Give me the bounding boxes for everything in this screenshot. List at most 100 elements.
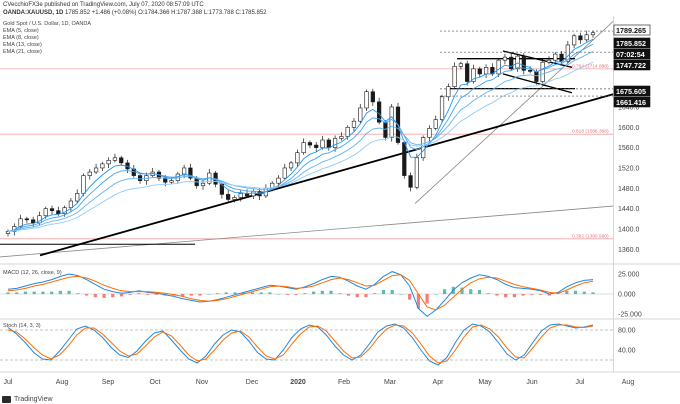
tradingview-footer: TradingView [2,396,53,403]
macd-histogram-bar [399,294,403,295]
candle-body [182,167,187,175]
candle-body [502,56,508,61]
candle-body [56,210,61,215]
fib-level-label: 0.764 (1714.888) [572,63,609,69]
macd-histogram-bar [84,294,89,296]
macd-histogram-bar [41,291,45,294]
candle-body [232,197,237,200]
macd-histogram-bar [425,294,429,304]
rising-channel-line [414,21,614,204]
wedge-lower-line [502,73,573,94]
candle-body [49,208,55,211]
macd-histogram-bar [329,290,333,294]
price-label-text: 1747.722 [616,61,646,70]
candle-body [282,167,287,179]
candle-body [295,152,300,164]
ema-13-line [7,50,594,232]
x-tick-label: Aug [622,379,635,386]
macd-legend: MACD (12, 26, close, 9) [3,270,62,276]
candle-body [100,163,105,169]
macd-histogram-bar [32,291,36,294]
ema-13-label: EMA (13, close) [3,42,42,48]
fib-level-label: 0.618 (1586.368) [572,129,609,135]
x-tick-label: 2020 [290,379,306,386]
candle-body [75,193,80,202]
x-tick-label: Jun [526,379,537,386]
symbol: OANDA:XAUUSD, 1D [3,10,64,16]
candle-body [320,139,325,148]
candle-body [226,194,231,200]
x-tick-label: Jul [4,379,13,386]
macd-histogram-bar [469,289,473,294]
macd-histogram-bar [76,293,80,294]
candle-body [339,136,344,139]
stoch-d-line [7,324,594,364]
long-term-trendline [39,93,614,257]
price-tick-label: 1520.0 [618,165,640,172]
macd-histogram-bar [146,294,150,295]
macd-histogram-bar [102,294,106,298]
price-label-box [613,59,651,71]
macd-histogram-bar [242,292,246,294]
price-label-text: 1789.265 [616,26,646,35]
macd-histogram-bar [381,290,386,294]
candle-body [540,61,545,82]
candle-body [137,175,143,181]
price-tick-label: 1560.0 [618,145,640,152]
macd-signal-line [7,274,594,311]
macd-histogram-bar [408,294,412,300]
candle-body [427,128,432,138]
candle-body [465,63,470,82]
candle-body [483,67,489,75]
macd-histogram-bar [539,294,543,295]
candle-body [24,218,29,221]
candle-body [515,55,520,70]
macd-histogram-bar [311,291,316,294]
candle-body [370,91,375,103]
macd-histogram-bar [93,294,97,298]
macd-histogram-bar [128,294,132,295]
candle-body [43,208,48,217]
price-tick-label: 1480.0 [618,186,640,193]
ohlc-values: 1785.852 +1.486 (+0.08%) O:1784.366 H:17… [65,10,267,16]
candle-body [31,219,36,224]
ema-5-line [7,38,594,232]
macd-histogram-bar [224,292,228,294]
candle-body [408,175,413,188]
macd-histogram-bar [521,294,525,296]
candle-body [402,142,407,176]
stoch-k-line [7,323,594,366]
macd-histogram-bar [442,289,447,294]
candle-body [288,162,294,169]
macd-histogram-bar [233,292,237,294]
price-legend-title: Gold Spot / U.S. Dollar, 1D, OANDA [3,21,92,27]
macd-tick-label: -25.000 [618,312,642,319]
candle-body [477,68,482,75]
candle-body [534,71,539,82]
x-tick-label: Dec [246,379,259,386]
macd-histogram-bar [6,292,10,294]
candle-body [546,59,552,63]
macd-histogram-bar [181,294,185,297]
macd-tick-label: 0.000 [618,292,636,299]
candle-body [521,55,526,71]
macd-histogram-bar [547,294,551,296]
x-tick-label: Nov [196,379,209,386]
macd-histogram-bar [346,294,351,296]
price-label-box [613,37,651,49]
candle-body [433,119,438,129]
macd-histogram-bar [189,294,193,296]
candle-body [527,70,533,72]
macd-histogram-bar [591,292,595,294]
candle-body [584,34,589,41]
candle-body [439,96,445,120]
macd-histogram-bar [364,294,368,298]
macd-histogram-bar [512,294,517,298]
macd-histogram-bar [530,294,534,295]
candle-body [326,139,331,148]
macd-histogram-bar [477,290,482,294]
fib-level-label: 0.382 (1380.560) [572,233,609,239]
macd-histogram-bar [207,294,211,295]
tradingview-logo-icon [2,396,11,403]
